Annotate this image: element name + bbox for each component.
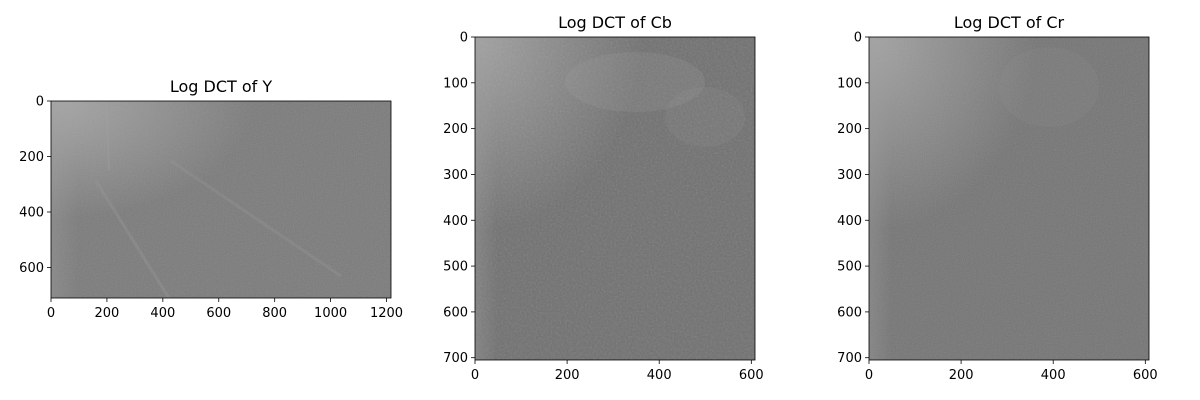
y-tick-label: 500 <box>837 260 862 275</box>
x-tick-label: 400 <box>150 306 175 321</box>
y-tick-label: 0 <box>460 31 468 46</box>
axes-frame-cb <box>474 36 756 361</box>
y-tick-label: 400 <box>837 214 862 229</box>
axes-frame-cr <box>868 36 1150 361</box>
heatmap-streak <box>94 180 171 299</box>
x-tick-label: 0 <box>865 368 873 383</box>
y-tick-label: 700 <box>443 351 468 366</box>
x-tick-label: 1200 <box>370 306 403 321</box>
x-tick-label: 200 <box>949 368 974 383</box>
y-tick-label: 400 <box>443 214 468 229</box>
panel-cr: Log DCT of Cr 0 200 400 600 0 100 200 300 400 500 6… <box>837 13 1158 383</box>
y-tick-label: 500 <box>443 260 468 275</box>
y-tick-label: 300 <box>443 168 468 183</box>
y-tick-label: 600 <box>19 261 44 276</box>
x-tick-label: 200 <box>95 306 120 321</box>
x-tick-label: 600 <box>1133 368 1158 383</box>
y-tick-label: 100 <box>837 76 862 91</box>
heatmap-streak <box>105 100 110 172</box>
heatmap-streak <box>170 159 342 278</box>
y-tick-label: 200 <box>19 150 44 165</box>
y-tick-label: 200 <box>837 122 862 137</box>
heatmap-left-edge-y <box>51 101 391 298</box>
heatmap-left-edge-cr <box>869 37 1149 360</box>
y-tick-label: 0 <box>854 31 862 46</box>
x-tick-label: 1000 <box>314 306 347 321</box>
y-tick-label: 100 <box>443 76 468 91</box>
panel-title-cr: Log DCT of Cr <box>954 13 1065 32</box>
x-tick-label: 400 <box>1041 368 1066 383</box>
panel-cb: Log DCT of Cb 0 200 400 600 0 100 200 300 400 500 6… <box>443 13 764 383</box>
panel-title-cb: Log DCT of Cb <box>558 13 672 32</box>
x-tick-label: 0 <box>47 306 55 321</box>
heatmap-blotch <box>999 47 1099 127</box>
y-tick-label: 600 <box>443 305 468 320</box>
heatmap-blotch <box>565 52 705 112</box>
y-tick-label: 0 <box>36 95 44 110</box>
x-tick-label: 800 <box>262 306 287 321</box>
x-tick-label: 600 <box>739 368 764 383</box>
panel-title-y: Log DCT of Y <box>170 77 273 96</box>
heatmap-left-edge-cb <box>475 37 755 360</box>
x-tick-label: 0 <box>471 368 479 383</box>
panel-y: Log DCT of Y 0 200 400 600 800 1000 1200 0 200 400… <box>19 77 403 321</box>
y-tick-label: 400 <box>19 205 44 220</box>
y-tick-label: 700 <box>837 351 862 366</box>
x-tick-label: 200 <box>555 368 580 383</box>
y-tick-label: 300 <box>837 168 862 183</box>
y-tick-label: 600 <box>837 305 862 320</box>
axes-frame-y <box>50 100 392 299</box>
y-tick-label: 200 <box>443 122 468 137</box>
x-tick-label: 600 <box>206 306 231 321</box>
heatmap-blotch <box>665 87 745 147</box>
x-tick-label: 400 <box>647 368 672 383</box>
